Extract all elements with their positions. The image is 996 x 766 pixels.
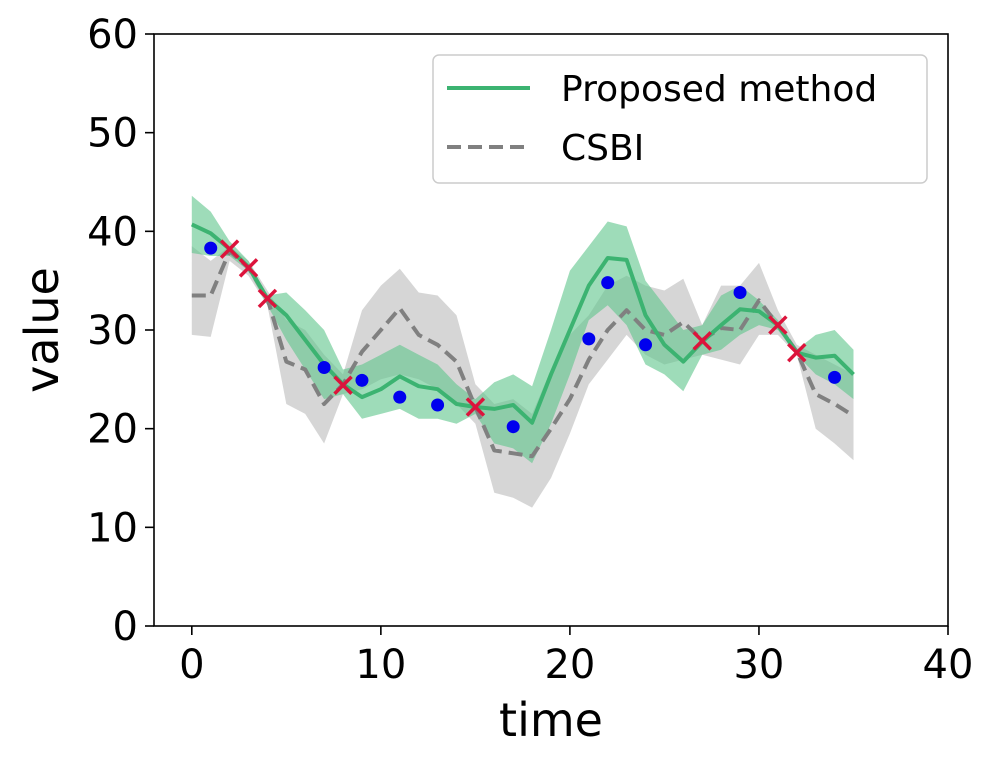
target-point-x-marker bbox=[257, 288, 278, 309]
point-markers bbox=[204, 239, 842, 434]
band-csbi bbox=[191, 246, 854, 508]
observed-point bbox=[393, 390, 407, 404]
y-axis-label: value bbox=[15, 267, 69, 393]
series-line-proposed-method bbox=[190, 222, 855, 425]
x-tick-label: 40 bbox=[923, 642, 974, 688]
x-tick-label: 30 bbox=[733, 642, 784, 688]
observed-point bbox=[355, 373, 369, 387]
band-proposed-method bbox=[191, 195, 854, 464]
x-tick-label: 0 bbox=[179, 642, 204, 688]
y-tick-label: 30 bbox=[87, 308, 138, 354]
target-point-stroke bbox=[787, 342, 807, 363]
observed-point bbox=[431, 398, 445, 412]
observed-point bbox=[204, 241, 218, 255]
observed-point bbox=[317, 360, 331, 374]
target-point-x-marker bbox=[465, 397, 486, 417]
target-point-x-marker bbox=[692, 331, 712, 351]
y-axis-ticks: 0 10 20 30 40 50 60 bbox=[87, 12, 154, 650]
series-line-csbi bbox=[191, 249, 855, 459]
target-point-stroke bbox=[333, 375, 353, 395]
legend: Proposed method CSBI bbox=[432, 54, 928, 184]
target-point-x-marker bbox=[219, 239, 240, 259]
y-tick-label: 0 bbox=[113, 604, 138, 650]
target-point-x-marker bbox=[238, 258, 259, 278]
x-axis-label: time bbox=[499, 693, 603, 747]
observed-point bbox=[582, 332, 596, 346]
y-tick-label: 50 bbox=[87, 111, 138, 157]
observed-point bbox=[733, 286, 747, 300]
observed-point bbox=[506, 420, 520, 434]
target-point-x-marker bbox=[787, 342, 807, 363]
observed-point bbox=[828, 370, 842, 384]
series-lines bbox=[190, 222, 855, 459]
observed-point bbox=[639, 338, 653, 352]
target-point-x-marker bbox=[333, 375, 353, 395]
target-point-x-marker bbox=[768, 315, 788, 335]
legend-label-proposed-method: Proposed method bbox=[561, 69, 877, 110]
x-tick-label: 20 bbox=[544, 642, 595, 688]
target-point-stroke bbox=[692, 331, 712, 351]
y-tick-label: 10 bbox=[87, 505, 138, 551]
legend-label-csbi: CSBI bbox=[561, 128, 644, 169]
x-tick-label: 10 bbox=[355, 642, 406, 688]
y-tick-label: 20 bbox=[87, 407, 138, 453]
target-point-stroke bbox=[465, 397, 486, 417]
observed-point bbox=[601, 276, 615, 290]
y-tick-label: 60 bbox=[87, 12, 138, 58]
target-point-stroke bbox=[768, 315, 788, 335]
x-axis-ticks: 0 10 20 30 40 bbox=[179, 626, 973, 688]
confidence-bands bbox=[191, 195, 854, 508]
target-point-stroke bbox=[257, 288, 278, 309]
target-point-stroke bbox=[238, 258, 259, 278]
target-point-stroke bbox=[219, 239, 240, 259]
legend-box bbox=[432, 54, 928, 184]
y-tick-label: 40 bbox=[87, 209, 138, 255]
